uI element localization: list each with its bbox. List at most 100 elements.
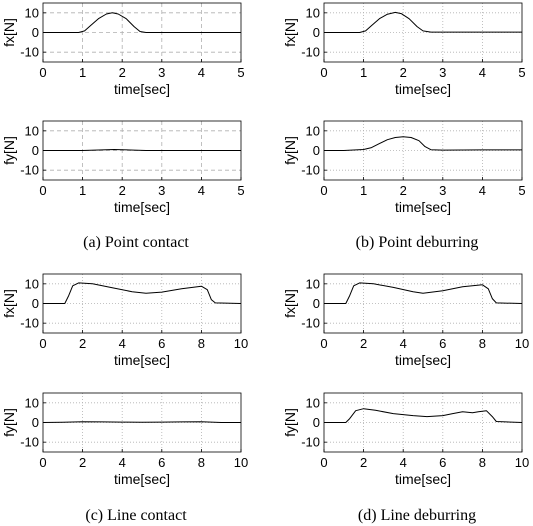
x-tick-label: 4 — [400, 455, 407, 470]
x-tick-label: 0 — [320, 336, 327, 351]
y-tick-label: 10 — [306, 395, 320, 410]
y-tick-label: 0 — [313, 25, 320, 40]
x-tick-label: 8 — [198, 455, 205, 470]
x-tick-label: 0 — [320, 455, 327, 470]
x-tick-label: 1 — [360, 65, 367, 80]
x-tick-label: 2 — [400, 183, 407, 198]
x-tick-label: 8 — [198, 336, 205, 351]
x-tick-label: 4 — [479, 65, 486, 80]
y-axis-label: fx[N] — [282, 289, 298, 318]
y-axis-label: fx[N] — [282, 18, 298, 47]
x-tick-label: 2 — [360, 336, 367, 351]
x-tick-label: 0 — [320, 183, 327, 198]
y-tick-label: -10 — [301, 163, 320, 178]
y-tick-label: 0 — [313, 296, 320, 311]
y-tick-label: -10 — [301, 435, 320, 450]
x-tick-label: 1 — [360, 183, 367, 198]
y-tick-label: 0 — [313, 415, 320, 430]
x-axis-label: time[sec] — [395, 471, 451, 487]
y-tick-label: 0 — [313, 143, 320, 158]
x-tick-label: 6 — [439, 336, 446, 351]
y-axis-label: fx[N] — [1, 289, 17, 318]
y-axis-label: fy[N] — [282, 408, 298, 437]
caption-d: (d) Line deburring — [358, 507, 476, 524]
y-tick-label: 10 — [25, 276, 39, 291]
y-tick-label: 10 — [306, 123, 320, 138]
x-tick-label: 2 — [79, 336, 86, 351]
x-tick-label: 2 — [119, 183, 126, 198]
y-tick-label: 0 — [32, 143, 39, 158]
x-tick-label: 1 — [79, 183, 86, 198]
x-tick-label: 0 — [39, 455, 46, 470]
caption-c: (c) Line contact — [85, 507, 187, 524]
x-tick-label: 0 — [320, 65, 327, 80]
x-axis-label: time[sec] — [395, 81, 451, 97]
x-tick-label: 10 — [234, 336, 248, 351]
x-tick-label: 6 — [158, 336, 165, 351]
x-tick-label: 10 — [515, 455, 529, 470]
x-tick-label: 5 — [518, 183, 525, 198]
y-axis-label: fy[N] — [1, 136, 17, 165]
x-axis-label: time[sec] — [114, 352, 170, 368]
x-tick-label: 0 — [39, 336, 46, 351]
x-axis-label: time[sec] — [114, 81, 170, 97]
caption-b: (b) Point deburring — [356, 234, 479, 251]
x-tick-label: 4 — [479, 183, 486, 198]
x-tick-label: 6 — [158, 455, 165, 470]
x-axis-label: time[sec] — [395, 199, 451, 215]
y-tick-label: 10 — [25, 395, 39, 410]
series-line — [43, 149, 241, 151]
series-line — [324, 11, 522, 33]
series-line — [43, 12, 241, 33]
series-line — [43, 282, 242, 304]
x-tick-label: 6 — [439, 455, 446, 470]
x-tick-label: 5 — [518, 65, 525, 80]
x-tick-label: 5 — [237, 183, 244, 198]
x-tick-label: 2 — [360, 455, 367, 470]
series-line — [324, 136, 522, 151]
x-tick-label: 10 — [234, 455, 248, 470]
caption-a: (a) Point contact — [83, 234, 189, 251]
x-tick-label: 8 — [479, 336, 486, 351]
y-tick-label: -10 — [301, 316, 320, 331]
y-tick-label: 0 — [32, 415, 39, 430]
y-tick-label: 10 — [25, 5, 39, 20]
series-line — [324, 282, 523, 304]
x-tick-label: 0 — [39, 183, 46, 198]
x-tick-label: 2 — [119, 65, 126, 80]
y-tick-label: -10 — [301, 45, 320, 60]
y-tick-label: 0 — [32, 25, 39, 40]
x-tick-label: 4 — [198, 183, 205, 198]
series-line — [42, 421, 241, 423]
x-tick-label: 4 — [119, 455, 126, 470]
y-tick-label: -10 — [20, 163, 39, 178]
y-axis-label: fy[N] — [1, 408, 17, 437]
x-tick-label: 1 — [79, 65, 86, 80]
y-tick-label: -10 — [20, 435, 39, 450]
y-tick-label: 10 — [306, 276, 320, 291]
y-axis-label: fx[N] — [1, 18, 17, 47]
x-tick-label: 4 — [119, 336, 126, 351]
y-tick-label: 10 — [25, 123, 39, 138]
x-tick-label: 2 — [79, 455, 86, 470]
x-tick-label: 4 — [400, 336, 407, 351]
x-tick-label: 0 — [39, 65, 46, 80]
x-tick-label: 2 — [400, 65, 407, 80]
x-axis-label: time[sec] — [395, 352, 451, 368]
x-tick-label: 5 — [237, 65, 244, 80]
x-tick-label: 4 — [198, 65, 205, 80]
x-tick-label: 3 — [158, 183, 165, 198]
y-tick-label: -10 — [20, 316, 39, 331]
x-tick-label: 3 — [439, 65, 446, 80]
x-tick-label: 3 — [158, 65, 165, 80]
x-axis-label: time[sec] — [114, 471, 170, 487]
y-tick-label: -10 — [20, 45, 39, 60]
